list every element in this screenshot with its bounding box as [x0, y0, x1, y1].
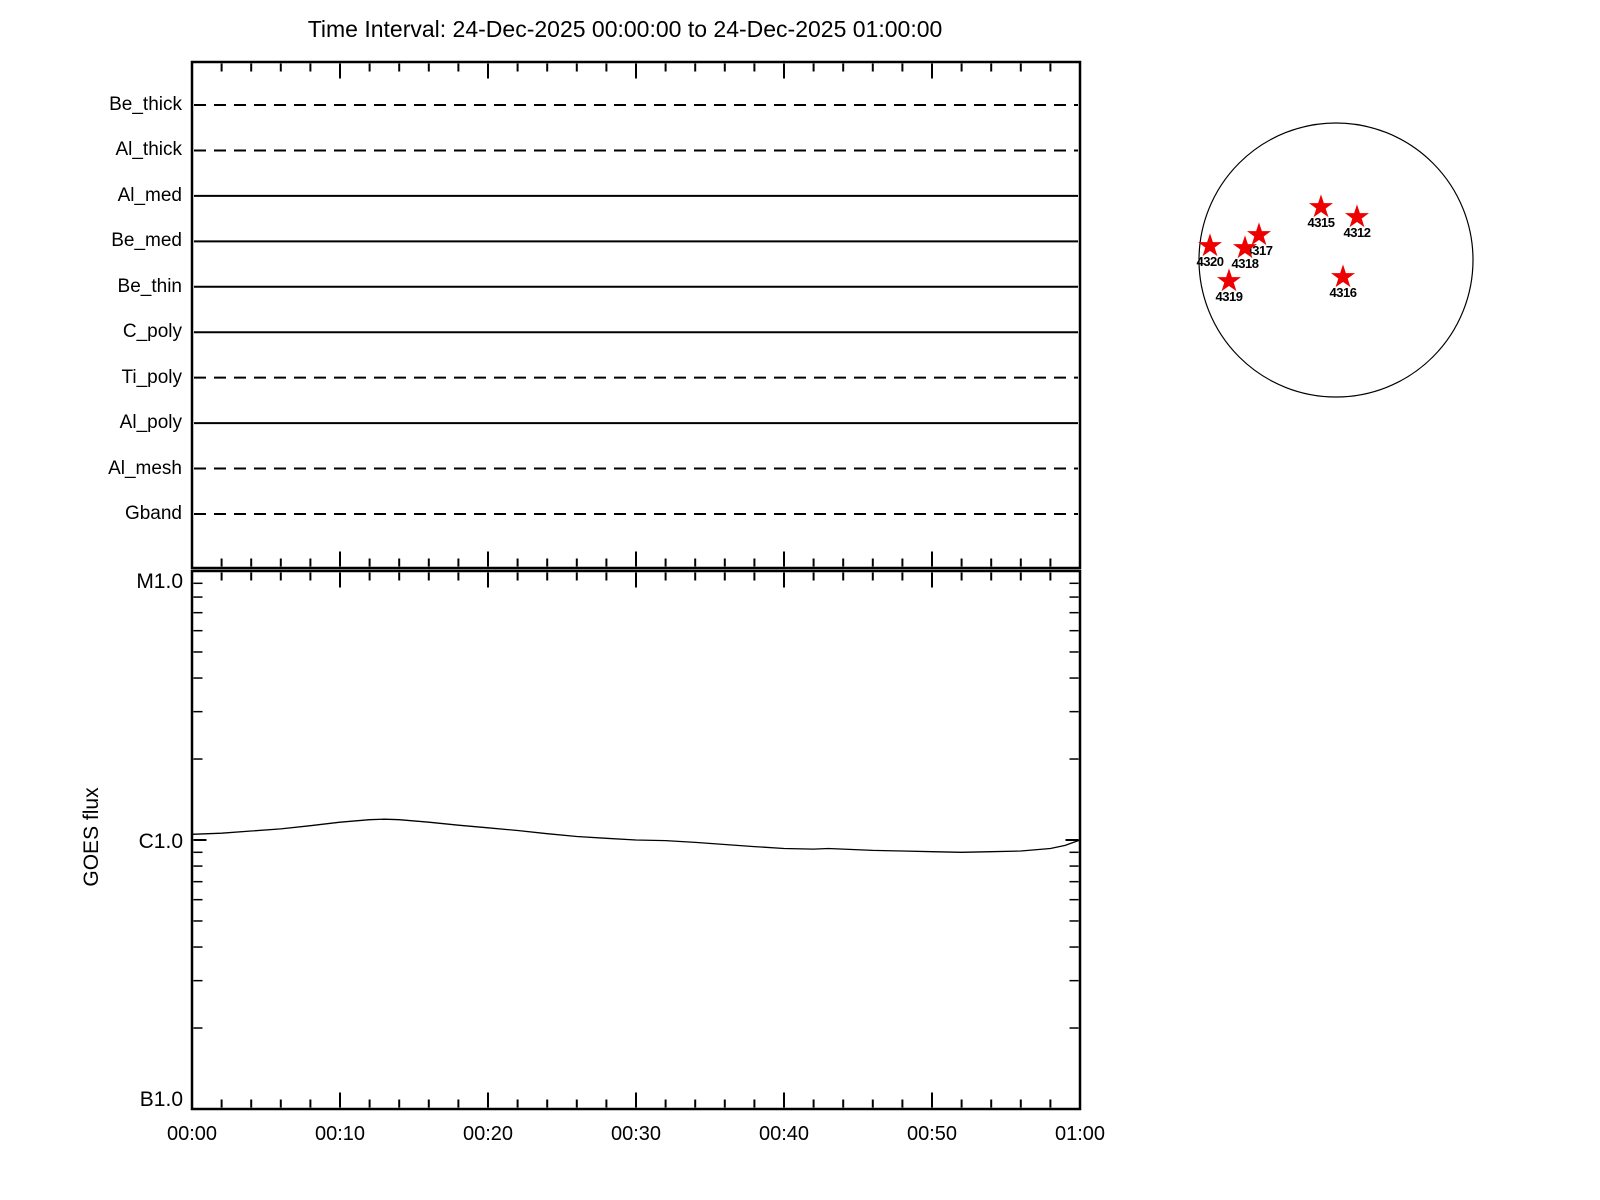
- active-region-label-4319: 4319: [1216, 289, 1243, 304]
- xtick-label-0100: 01:00: [1054, 1123, 1106, 1145]
- filter-label-al-mesh: Al_mesh: [108, 458, 182, 479]
- active-region-star-4318: [1232, 235, 1258, 259]
- active-region-label-4320: 4320: [1197, 254, 1224, 269]
- filter-label-be-med: Be_med: [111, 230, 182, 251]
- active-region-label-4316: 4316: [1330, 285, 1357, 300]
- ytick-label-m1: M1.0: [136, 570, 183, 593]
- filter-panel-frame: [190, 60, 1082, 570]
- active-region-label-4312: 4312: [1344, 225, 1371, 240]
- filter-label-be-thick: Be_thick: [109, 94, 182, 115]
- xtick-label-0010: 00:10: [314, 1123, 366, 1145]
- filter-lines: [194, 104, 1078, 515]
- filter-label-gband: Gband: [124, 503, 182, 524]
- filter-label-al-med: Al_med: [117, 185, 182, 206]
- xtick-label-0000: 00:00: [166, 1123, 218, 1145]
- xtick-label-0020: 00:20: [462, 1123, 514, 1145]
- goes-log-ticks: [193, 570, 1079, 1110]
- solar-disk-circle: [1198, 122, 1474, 398]
- active-region-star-4315: [1308, 194, 1334, 218]
- filter-label-al-thick: Al_thick: [115, 139, 182, 160]
- active-region-star-4316: [1330, 264, 1356, 288]
- active-region-star-4312: [1344, 204, 1370, 228]
- active-region-star-4320: [1197, 233, 1223, 257]
- filter-label-c-poly: C_poly: [122, 321, 182, 342]
- xtick-label-0050: 00:50: [906, 1123, 958, 1145]
- active-region-star-4319: [1216, 268, 1242, 292]
- time-axis-ticks: [191, 63, 1081, 1108]
- active-region-label-4315: 4315: [1308, 215, 1335, 230]
- page-title: Time Interval: 24-Dec-2025 00:00:00 to 2…: [307, 16, 943, 42]
- xtick-label-0030: 00:30: [610, 1123, 662, 1145]
- goes-flux-axis-title: GOES flux: [80, 787, 103, 887]
- filter-label-be-thin: Be_thin: [117, 276, 182, 297]
- active-region-label-4318: 4318: [1232, 256, 1259, 271]
- ytick-label-c1: C1.0: [138, 830, 183, 853]
- xtick-label-0040: 00:40: [758, 1123, 810, 1145]
- filter-label-al-poly: Al_poly: [119, 412, 182, 433]
- filter-label-ti-poly: Ti_poly: [121, 367, 182, 388]
- active-region-star-4317: [1246, 222, 1272, 246]
- ytick-label-b1: B1.0: [139, 1088, 183, 1111]
- goes-flux-curve: [191, 818, 1081, 853]
